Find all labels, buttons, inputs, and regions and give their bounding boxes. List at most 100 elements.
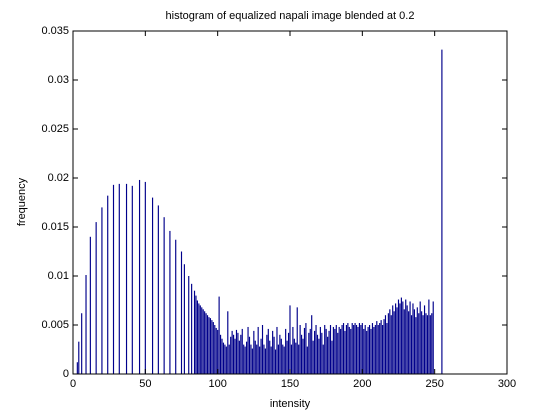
- bar: [399, 303, 401, 374]
- bar: [426, 315, 429, 374]
- bar: [367, 326, 369, 374]
- x-tick-label: 200: [353, 378, 371, 390]
- bar: [423, 305, 426, 374]
- bar: [257, 326, 259, 374]
- bar: [238, 340, 240, 374]
- bar: [285, 328, 287, 374]
- bar: [296, 307, 298, 374]
- x-tick-label: 50: [139, 378, 151, 390]
- bar: [251, 348, 253, 374]
- chart-title: histogram of equalized napali image blen…: [166, 10, 415, 22]
- bar: [199, 305, 201, 374]
- bar: [269, 340, 271, 374]
- bar: [312, 340, 314, 374]
- bar: [374, 325, 376, 374]
- x-tick-label: 150: [281, 378, 299, 390]
- x-axis-label: intensity: [270, 398, 311, 410]
- bar: [125, 183, 128, 374]
- bar: [358, 323, 361, 374]
- bar: [316, 334, 319, 374]
- bar: [131, 185, 133, 374]
- bar: [266, 334, 268, 374]
- bar: [341, 325, 343, 374]
- bar: [267, 328, 269, 374]
- bar: [241, 328, 243, 374]
- bar: [354, 323, 356, 374]
- bar: [303, 327, 306, 374]
- y-tick-label: 0.005: [41, 319, 69, 331]
- bar: [254, 340, 256, 374]
- bar: [396, 307, 398, 374]
- bar: [217, 329, 219, 374]
- bar: [227, 311, 229, 374]
- bar: [85, 275, 87, 374]
- bar: [409, 301, 411, 374]
- bar: [345, 325, 347, 374]
- x-tick-label: 100: [208, 378, 226, 390]
- bar: [206, 315, 209, 374]
- bar: [208, 317, 210, 374]
- bar: [377, 325, 379, 374]
- bar: [274, 349, 277, 374]
- bar: [387, 313, 389, 374]
- bar: [293, 338, 295, 374]
- bar: [393, 311, 395, 374]
- bar: [318, 338, 320, 374]
- bar: [211, 320, 213, 374]
- bar: [81, 313, 83, 374]
- bar: [248, 336, 251, 374]
- bar: [201, 307, 203, 374]
- bar: [138, 179, 141, 374]
- bar: [243, 344, 245, 374]
- bar: [364, 325, 366, 374]
- x-tick-label: 0: [70, 378, 76, 390]
- bar: [371, 323, 374, 374]
- bar: [205, 313, 207, 374]
- y-tick-label: 0.01: [48, 270, 69, 282]
- bar: [379, 323, 381, 374]
- bar: [259, 346, 261, 374]
- bar: [295, 342, 297, 374]
- bar: [270, 346, 272, 374]
- bar: [408, 311, 410, 374]
- bar: [222, 342, 225, 374]
- bar: [212, 322, 214, 374]
- bar: [355, 325, 358, 374]
- bar: [215, 327, 217, 374]
- bar: [328, 330, 330, 374]
- bar: [324, 325, 326, 374]
- bar: [89, 236, 91, 374]
- y-tick-label: 0.015: [41, 221, 69, 233]
- bar: [441, 49, 443, 375]
- bar: [289, 305, 291, 374]
- bar: [163, 217, 165, 374]
- bar: [402, 301, 404, 374]
- bar: [180, 251, 183, 374]
- bar: [353, 325, 355, 374]
- bar: [314, 330, 316, 374]
- bar: [357, 326, 359, 374]
- bar: [78, 341, 80, 374]
- bar: [334, 328, 336, 374]
- bar: [224, 344, 226, 374]
- bar: [196, 300, 198, 374]
- bar: [363, 328, 365, 374]
- bar: [368, 325, 371, 374]
- bar: [392, 305, 394, 374]
- bar: [256, 344, 258, 374]
- bar: [415, 317, 417, 374]
- bar: [193, 290, 196, 374]
- bar: [403, 309, 405, 374]
- bar: [264, 348, 266, 374]
- bar: [351, 323, 353, 374]
- bar: [151, 197, 154, 374]
- bar: [246, 341, 248, 374]
- bar: [240, 334, 242, 374]
- bar: [376, 321, 378, 374]
- bar: [237, 332, 239, 374]
- bar: [276, 326, 278, 374]
- y-tick-label: 0.035: [41, 25, 69, 37]
- bar: [261, 325, 264, 374]
- bar: [413, 309, 415, 374]
- bar: [306, 346, 308, 374]
